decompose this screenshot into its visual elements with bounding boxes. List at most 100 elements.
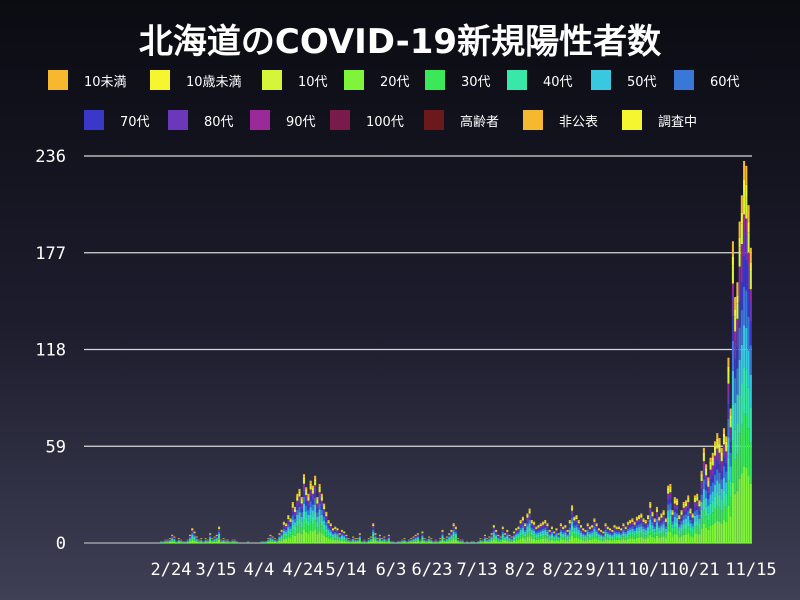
bar-segment [684, 523, 688, 529]
bar-segment [302, 474, 305, 478]
bar [365, 541, 368, 543]
bar-segment [550, 532, 553, 534]
x-tick-label: 6/3 [376, 560, 407, 580]
bar [640, 513, 643, 543]
bar-segment [568, 529, 571, 533]
bar-segment [358, 537, 361, 539]
bar-segment [731, 241, 734, 257]
bar [613, 524, 616, 543]
bar-segment [320, 526, 323, 534]
bar-segment [640, 517, 643, 519]
bar-segment [586, 524, 589, 525]
bar-segment [526, 513, 529, 515]
bar-segment [271, 539, 274, 540]
bar-segment [374, 534, 377, 536]
bar-segment [287, 533, 290, 538]
bar-segment [562, 535, 565, 538]
bar-segment [294, 535, 297, 543]
bar-segment [600, 540, 603, 543]
bar-segment [615, 537, 618, 540]
bar-segment [287, 517, 290, 520]
bar-segment [524, 536, 527, 540]
bar-segment [515, 536, 518, 538]
bar-segment [649, 505, 652, 508]
bar-segment [662, 527, 665, 532]
bar [595, 523, 598, 543]
bar-segment [278, 535, 281, 537]
y-tick-label: 177 [35, 244, 66, 264]
bar-segment [443, 542, 446, 543]
bar-segment [747, 428, 750, 476]
bar [296, 493, 299, 543]
bar-segment [537, 525, 540, 527]
bar-segment [535, 532, 538, 534]
bar-segment [622, 524, 625, 527]
bar [287, 515, 290, 543]
bar-segment [631, 521, 634, 523]
bar-segment [615, 527, 618, 529]
bar-segment [577, 520, 580, 522]
bar-segment [673, 516, 676, 522]
bar-segment [725, 506, 728, 522]
bar-segment [669, 515, 672, 523]
bar-segment [533, 527, 536, 529]
bar-segment [267, 541, 270, 543]
bar [624, 526, 627, 543]
bar-segment [314, 475, 317, 480]
bar-segment [702, 447, 705, 453]
bar-segment [678, 515, 681, 517]
bar-segment [504, 539, 507, 542]
bar-segment [571, 508, 574, 511]
bar-segment [289, 534, 292, 539]
bar-segment [302, 491, 305, 497]
bar-segment [430, 542, 433, 543]
bar-segment [553, 535, 556, 537]
bar [515, 528, 518, 543]
bar-segment [343, 531, 346, 533]
bar-segment [740, 310, 743, 345]
bar-segment [557, 541, 560, 543]
bar-segment [660, 532, 663, 538]
bar-segment [606, 533, 609, 536]
bar-segment [173, 538, 176, 539]
bar-segment [452, 536, 455, 540]
bar-segment [653, 531, 656, 535]
bar-segment [626, 521, 629, 523]
bar [407, 539, 411, 543]
bar-segment [524, 533, 527, 537]
bar-segment [349, 542, 352, 543]
bar-segment [334, 535, 337, 538]
bar-segment [533, 525, 536, 528]
bar-segment [716, 505, 719, 522]
bar-segment [537, 524, 540, 526]
bar-segment [593, 534, 596, 539]
bar-segment [291, 507, 294, 510]
bar-segment [309, 491, 312, 497]
bar-segment [620, 533, 623, 535]
bar-segment [579, 530, 583, 533]
bar [747, 205, 750, 543]
bar-segment [524, 524, 527, 527]
bar [416, 533, 419, 543]
bar-segment [696, 497, 699, 501]
bar-segment [318, 531, 321, 543]
bar-segment [689, 510, 692, 512]
bar-segment [691, 529, 694, 533]
bar-segment [597, 534, 600, 537]
bar-segment [693, 521, 696, 527]
bar [667, 485, 670, 543]
bar-segment [609, 528, 612, 529]
bar-segment [193, 534, 196, 536]
bar-segment [662, 518, 665, 522]
bar-segment [725, 455, 728, 464]
bar-segment [533, 535, 536, 539]
legend-label: 90代 [286, 114, 316, 130]
bar-segment [508, 540, 511, 542]
bar-segment [644, 525, 647, 528]
bar-segment [584, 531, 587, 533]
bar-segment [749, 442, 752, 484]
bar-segment [731, 256, 734, 266]
bar-segment [745, 260, 748, 291]
bar-segment [579, 529, 583, 531]
bar-segment [452, 524, 455, 525]
